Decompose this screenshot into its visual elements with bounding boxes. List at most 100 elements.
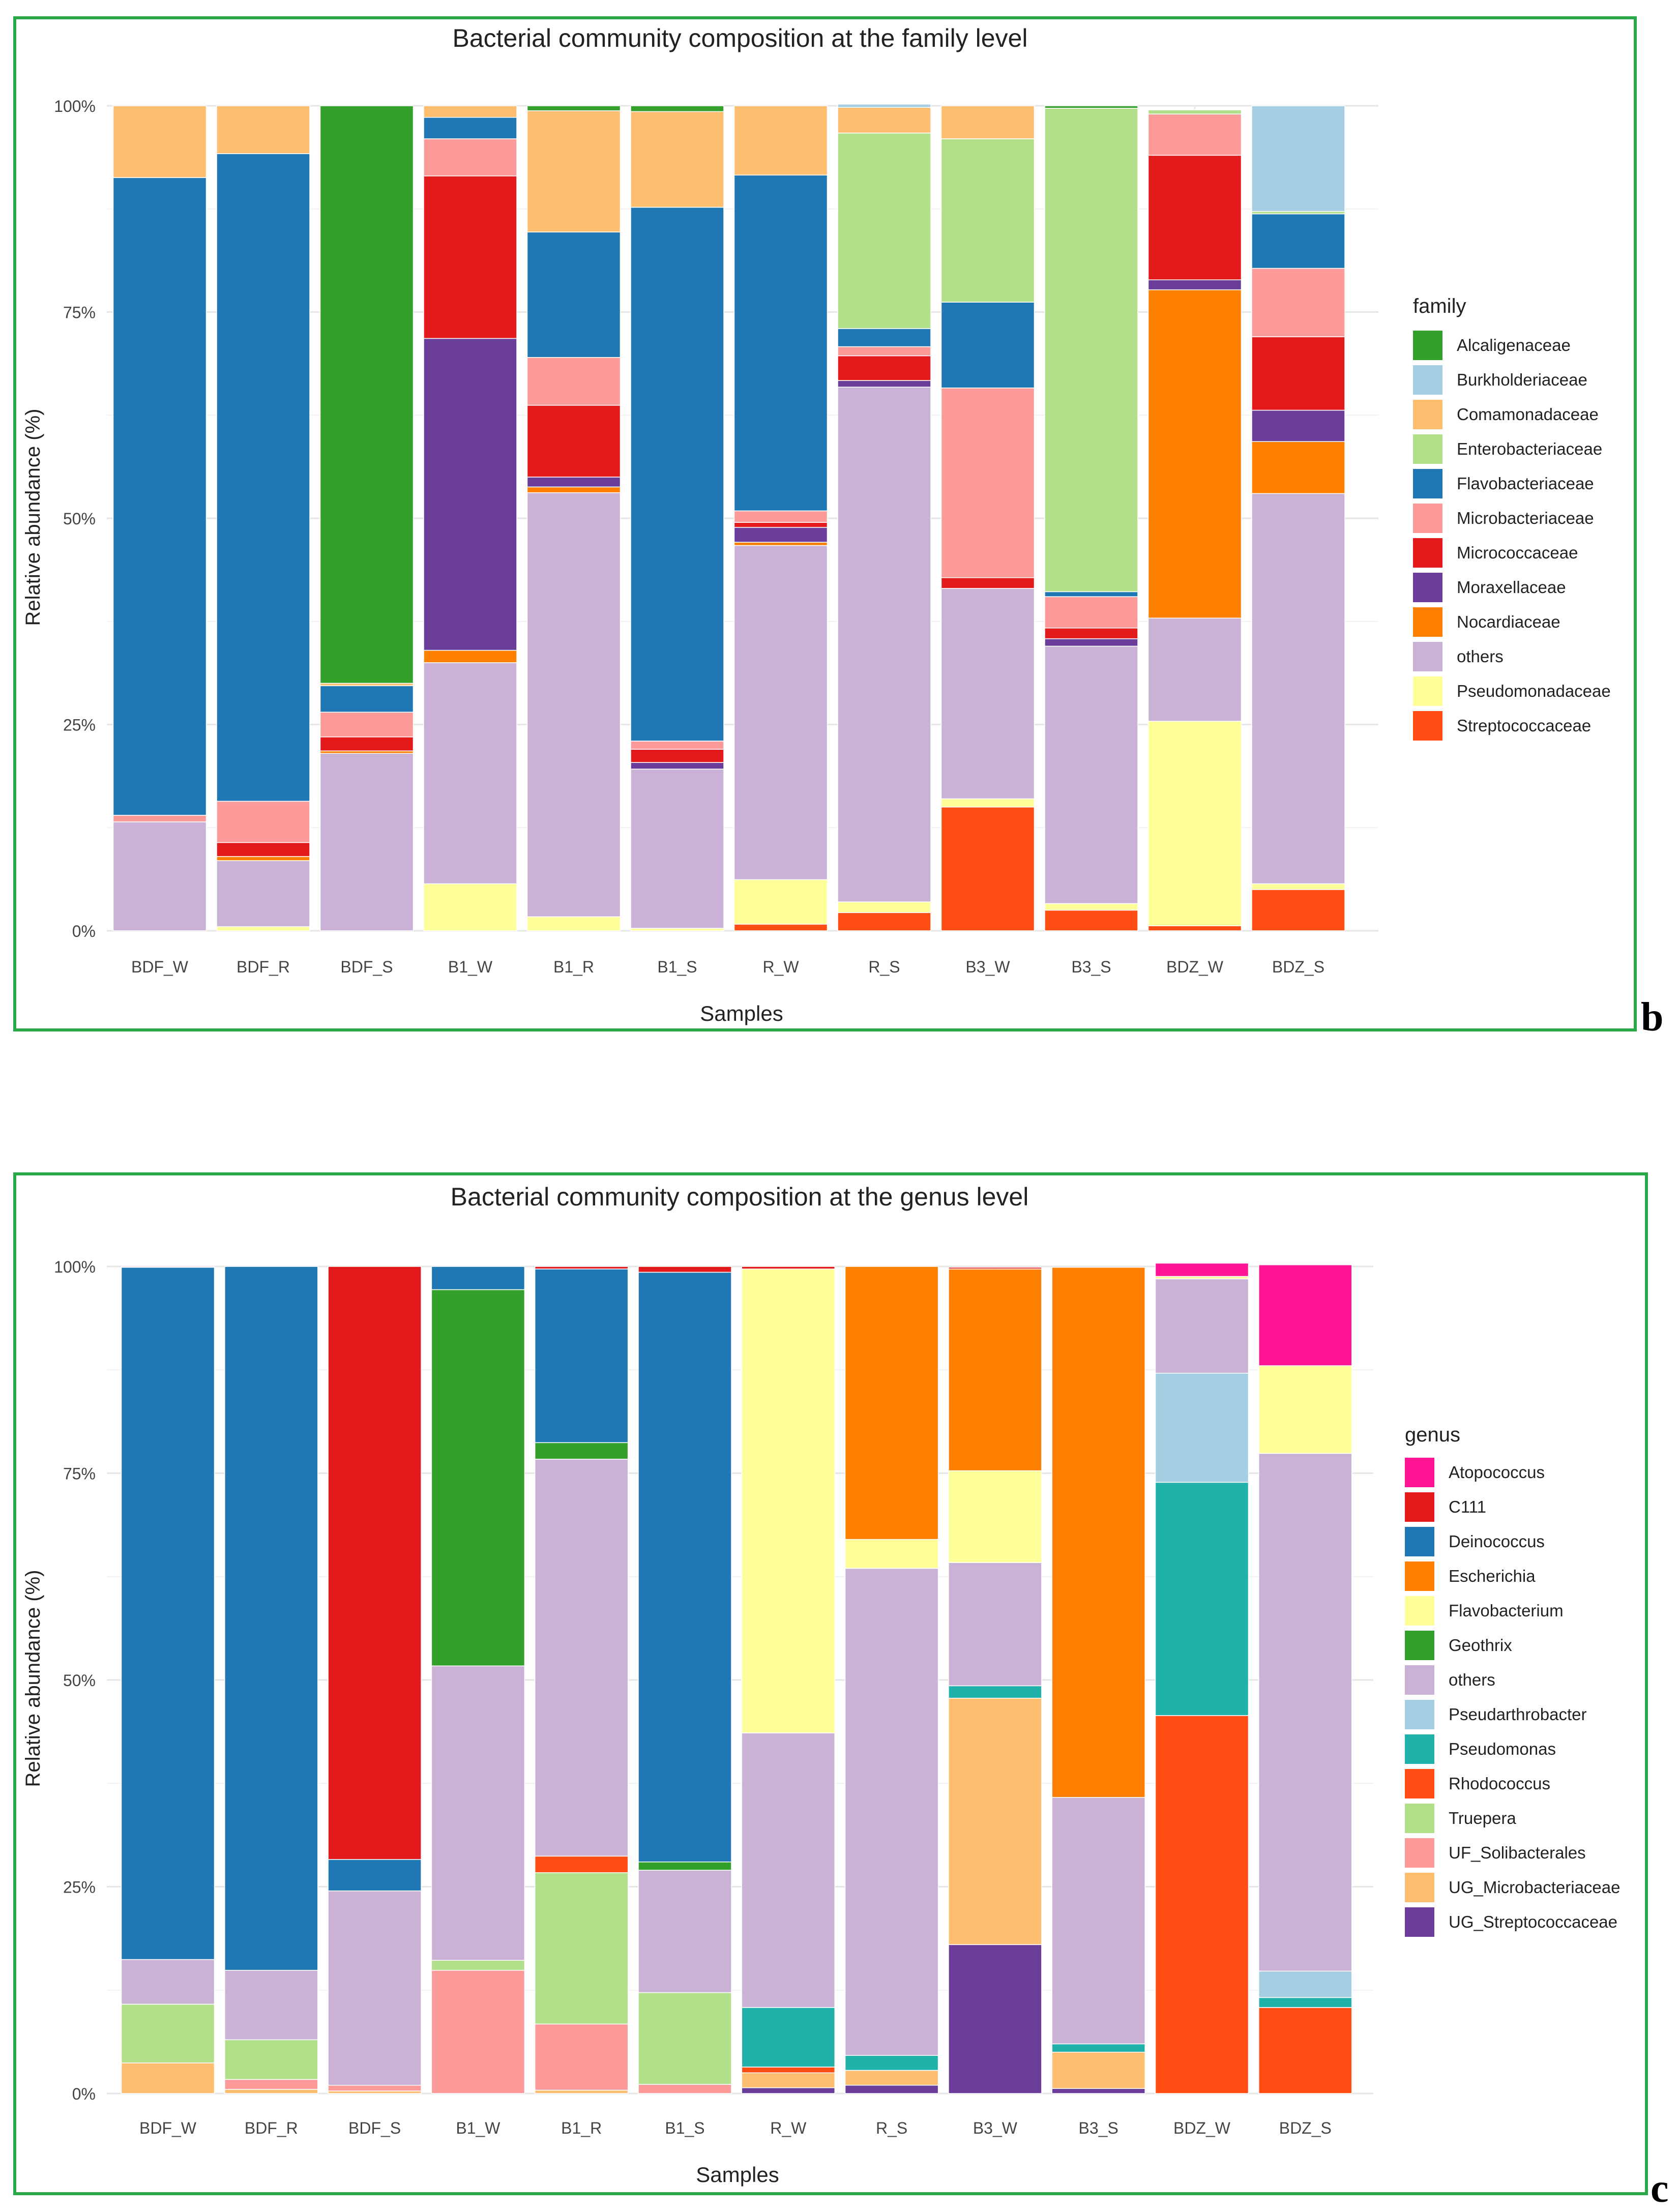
bar-segment-c111-r-w [741, 1266, 836, 1270]
genus-chart: Bacterial community composition at the g… [22, 1183, 1620, 2187]
x-tick-label: BDF_R [245, 2119, 298, 2137]
bar-segment-burkholderiaceae-r-s [837, 104, 931, 108]
chart-title: Bacterial community composition at the f… [452, 24, 1027, 52]
legend-label: Micrococcaceae [1457, 543, 1578, 562]
y-tick-label: 100% [54, 97, 96, 115]
bar-segment-microbacteriaceae-r-s [837, 346, 931, 357]
bar-segment-micrococcaceae-b1-w [423, 175, 517, 339]
bar-segment-streptococcaceae-r-s [837, 912, 931, 931]
bar-segment-micrococcaceae-bdz-s [1251, 336, 1345, 411]
legend-swatch [1405, 1734, 1434, 1764]
bar-segment-microbacteriaceae-bdf-s [319, 712, 414, 738]
legend-swatch [1405, 1907, 1434, 1937]
bar-segment-flavobacteriaceae-b3-w [940, 302, 1035, 389]
bar-segment-c111-b1-r [534, 1266, 629, 1270]
bar-segment-others-bdf-r [224, 1969, 318, 2041]
legend-swatch [1413, 711, 1442, 741]
legend-swatch [1413, 504, 1442, 533]
bar-segment-escherichia-b3-w [948, 1269, 1042, 1471]
bar-segment-alcaligenaceae-bdf-s [319, 105, 414, 684]
bar-segment-micrococcaceae-r-w [733, 522, 828, 528]
legend-label: Pseudarthrobacter [1449, 1705, 1587, 1724]
bar-segment-enterobacteriaceae-r-s [837, 132, 931, 329]
x-tick-label: B3_S [1079, 2119, 1118, 2137]
bar-segment-deinococcus-b1-w [431, 1266, 525, 1290]
bar-segment-comamonadaceae-bdf-r [216, 105, 310, 154]
legend-label: Alcaligenaceae [1457, 336, 1571, 355]
bar-segment-others-b3-w [940, 588, 1035, 800]
x-tick-label: R_W [762, 958, 799, 976]
bar-segment-others-b1-r [534, 1459, 629, 1857]
x-tick-label: BDF_S [340, 958, 393, 976]
x-tick-label: B1_S [657, 958, 697, 976]
bar-segment-micrococcaceae-bdz-w [1147, 155, 1242, 280]
bar-segment-rhodococcus-r-w [741, 2067, 836, 2074]
legend-swatch [1413, 642, 1442, 671]
bar-segment-ug-microbacteriaceae-r-w [741, 2072, 836, 2088]
bar-segment-pseudarthrobacter-bdz-s [1258, 1970, 1352, 1998]
panel-letter-c: c [1651, 2166, 1669, 2211]
x-tick-label: BDZ_S [1272, 958, 1324, 976]
bar-segment-nocardiaceae-r-w [733, 542, 828, 546]
bar-segment-microbacteriaceae-bdz-s [1251, 268, 1345, 337]
legend-label: Pseudomonadaceae [1457, 682, 1611, 700]
bar-segment-micrococcaceae-r-s [837, 355, 931, 381]
bar-segment-deinococcus-b1-s [638, 1272, 732, 1863]
bar-segment-microbacteriaceae-b1-w [423, 138, 517, 176]
bar-segment-atopococcus-bdz-s [1258, 1264, 1352, 1366]
bar-segment-flavobacteriaceae-r-s [837, 328, 931, 347]
chart-title: Bacterial community composition at the g… [451, 1183, 1029, 1211]
bar-segment-escherichia-b3-s [1051, 1266, 1145, 1798]
legend-label: others [1449, 1670, 1495, 1689]
bar-segment-moraxellaceae-r-s [837, 380, 931, 388]
bar-segment-streptococcaceae-bdz-s [1251, 889, 1345, 931]
bar-segment-comamonadaceae-b1-r [526, 110, 621, 232]
bar-segment-enterobacteriaceae-b3-s [1044, 108, 1138, 593]
x-tick-label: B1_R [553, 958, 594, 976]
legend-swatch [1413, 676, 1442, 706]
bar-segment-deinococcus-b1-r [534, 1269, 629, 1443]
legend-label: UG_Streptococcaceae [1449, 1912, 1617, 1931]
x-tick-label: B3_S [1071, 958, 1111, 976]
bar-segment-others-b3-s [1051, 1797, 1145, 2045]
bar-segment-nocardiaceae-bdf-r [216, 856, 310, 861]
bar-segment-ug-microbacteriaceae-bdf-r [224, 2089, 318, 2094]
bar-segment-escherichia-r-s [844, 1266, 939, 1540]
bar-segment-moraxellaceae-b3-s [1044, 638, 1138, 647]
y-tick-label: 75% [63, 1465, 96, 1483]
legend-label: Truepera [1449, 1809, 1516, 1827]
family-chart: Bacterial community composition at the f… [22, 24, 1611, 1025]
x-tick-label: B1_W [456, 2119, 500, 2137]
legend-label: Deinococcus [1449, 1532, 1545, 1551]
bar-segment-others-b3-w [948, 1562, 1042, 1687]
x-tick-label: BDF_R [237, 958, 290, 976]
bar-segment-others-b1-s [638, 1870, 732, 1993]
x-tick-label: R_S [876, 2119, 907, 2137]
bar-segment-others-bdz-s [1258, 1453, 1352, 1972]
bar-segment-pseudomonas-b3-s [1051, 2043, 1145, 2053]
legend-label: Escherichia [1449, 1567, 1536, 1585]
bar-segment-others-bdf-w [121, 1959, 215, 2005]
bar-segment-streptococcaceae-r-w [733, 924, 828, 931]
bar-segment-rhodococcus-bdz-w [1155, 1715, 1249, 2094]
legend-swatch [1413, 538, 1442, 568]
bar-segment-others-r-s [837, 387, 931, 902]
legend-swatch [1405, 1561, 1434, 1591]
bar-segment-nocardiaceae-b1-w [423, 650, 517, 663]
bar-segment-flavobacteriaceae-bdf-w [112, 177, 207, 816]
bar-segment-pseudomonas-bdz-w [1155, 1482, 1249, 1716]
legend-label: Moraxellaceae [1457, 578, 1566, 597]
legend-label: Burkholderiaceae [1457, 370, 1587, 389]
legend-swatch [1405, 1458, 1434, 1487]
bar-segment-comamonadaceae-b1-w [423, 105, 517, 118]
bar-segment-nocardiaceae-b1-r [526, 486, 621, 493]
bar-segment-uf-solibacterales-b1-r [534, 2023, 629, 2091]
bar-segment-streptococcaceae-b3-s [1044, 909, 1138, 931]
bar-segment-flavobacteriaceae-b1-w [423, 116, 517, 139]
bar-segment-micrococcaceae-b3-s [1044, 627, 1138, 639]
legend-label: others [1457, 647, 1504, 666]
x-tick-label: R_S [868, 958, 900, 976]
bar-segment-c111-b3-w [948, 1266, 1042, 1270]
bar-segment-others-r-w [733, 545, 828, 880]
